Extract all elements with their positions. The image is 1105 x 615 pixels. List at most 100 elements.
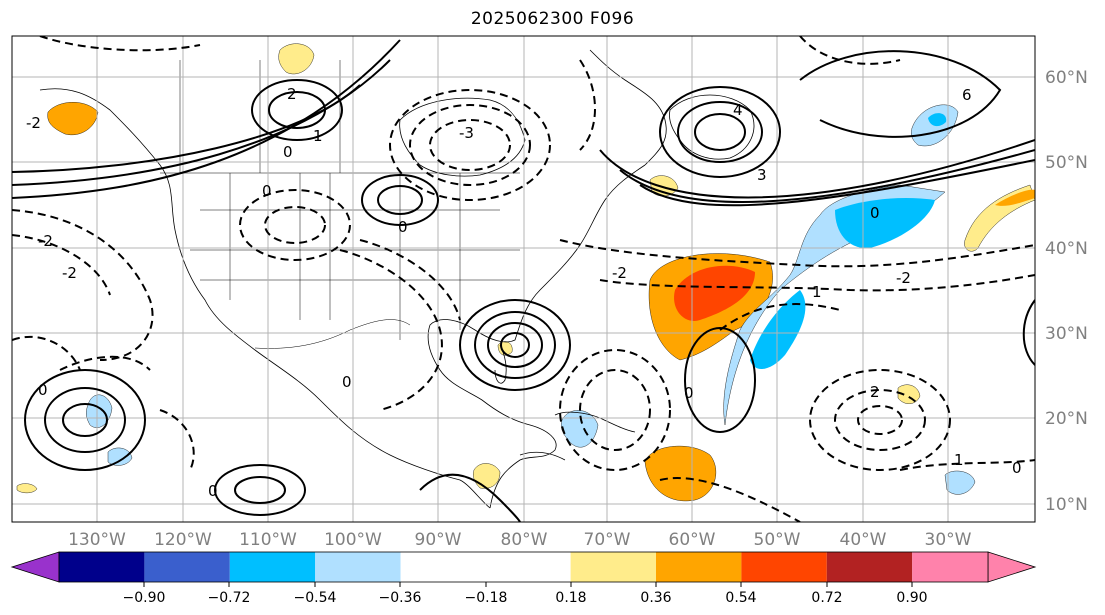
negative-contours <box>12 36 1035 522</box>
contour-hurricane-3 <box>487 322 543 368</box>
contour-caribbean-south <box>659 477 801 522</box>
lon-label-40w: 40°W <box>840 530 887 550</box>
contour-label-1-east: 1 <box>954 451 964 469</box>
hudson-bay-coastline <box>399 97 526 177</box>
lat-label-60n: 60°N <box>1045 68 1088 88</box>
contour-label-1-northwest: 1 <box>313 127 323 145</box>
contour-hudson-low-3 <box>429 119 511 171</box>
colorbar-bin-10 <box>912 552 988 582</box>
colorbar-ticks <box>143 582 913 587</box>
lat-label-30n: 30°N <box>1045 324 1088 344</box>
lon-label-30w: 30°W <box>925 530 972 550</box>
lat-label-40n: 40°N <box>1045 239 1088 259</box>
contour-east-edge <box>1022 299 1035 366</box>
contour-label-neg2-west: -2 <box>38 232 53 250</box>
contour-atlantic-trough-1 <box>559 239 1035 268</box>
florida-coastline <box>494 344 507 384</box>
colorbar-bin-5 <box>400 552 571 582</box>
contour-label-0-midwest: 0 <box>398 218 408 236</box>
colorbar-label-neg036: −0.36 <box>379 590 422 606</box>
positive-contours <box>12 39 1035 522</box>
contour-atlantic-low-3 <box>857 405 903 435</box>
contour-label-0-pacific-west: 0 <box>38 381 48 399</box>
contour-ridge-2 <box>268 91 326 129</box>
contour-pacific-south-2 <box>234 476 286 504</box>
lat-label-50n: 50°N <box>1045 153 1088 173</box>
contour-hurricane-1 <box>459 299 571 391</box>
contour-ridge-1 <box>251 79 343 141</box>
warm-anomaly-alaska <box>47 102 99 136</box>
colorbar-bin-3 <box>229 552 316 582</box>
contour-label-neg2-alaska: -2 <box>26 114 41 132</box>
contour-dashed-west-2 <box>12 234 111 296</box>
contour-pacific-dashed-3 <box>159 409 195 471</box>
colorbar-bin-4 <box>315 552 401 582</box>
map-frame <box>11 35 1036 523</box>
contour-label-neg2-mid: -2 <box>612 264 627 282</box>
lat-label-10n: 10°N <box>1045 495 1088 515</box>
contour-plains-trough-2 <box>359 239 461 321</box>
contour-label-0-atlantic: 0 <box>870 204 880 222</box>
colorbar-bin-9 <box>826 552 913 582</box>
colorbar-label-neg018: −0.18 <box>465 590 508 606</box>
contour-hudson-low-1 <box>389 89 551 201</box>
political-borders <box>160 60 520 349</box>
warm-anomaly-gulf-mexico <box>473 463 501 489</box>
pacific-coastline <box>39 88 491 509</box>
cool-anomaly-pacific <box>86 394 113 428</box>
lon-label-130w: 130°W <box>68 530 126 550</box>
contour-caribbean-low-2 <box>579 369 651 451</box>
contour-midwest-1 <box>361 174 439 226</box>
warm-anomaly-caribbean <box>644 445 717 502</box>
contour-atlantic-low-1 <box>809 369 951 471</box>
gridlines <box>12 36 1035 522</box>
lon-label-60w: 60°W <box>669 530 716 550</box>
contour-labrador-2 <box>677 101 763 163</box>
contour-solid-3 <box>12 39 401 199</box>
contour-hurricane-4 <box>500 332 530 358</box>
contour-label-2-atlantic: 2 <box>870 383 880 401</box>
warm-anomaly-yukon <box>278 43 315 75</box>
contour-mid-atlantic-dashed <box>719 303 841 331</box>
contour-plains-trough <box>339 249 443 411</box>
colorbar-bin-2 <box>144 552 230 582</box>
colorbar-label-090: 0.90 <box>896 590 927 606</box>
colorbar-label-018: 0.18 <box>555 590 586 606</box>
contour-rockies-low-1 <box>239 189 351 261</box>
contour-label-0-atlantic-high: 0 <box>684 384 694 402</box>
contour-greenland <box>799 50 1002 138</box>
lon-label-110w: 110°W <box>239 530 297 550</box>
colorbar-label-054: 0.54 <box>725 590 756 606</box>
colorbar-label-neg054: −0.54 <box>294 590 337 606</box>
lon-label-50w: 50°W <box>754 530 801 550</box>
contour-top-dashed-2 <box>799 36 901 65</box>
contour-label-neg2-west-2: -2 <box>62 264 77 282</box>
colorbar-bin-1 <box>59 552 145 582</box>
colorbar-label-neg090: −0.90 <box>123 590 166 606</box>
lon-label-90w: 90°W <box>415 530 462 550</box>
contour-midwest-2 <box>377 185 423 215</box>
longitude-labels: 130°W 120°W 110°W 100°W 90°W 80°W 70°W 6… <box>68 530 972 550</box>
colorbar-label-036: 0.36 <box>640 590 671 606</box>
contour-pacific-dashed-2 <box>12 335 81 371</box>
cool-anomaly-east-atlantic <box>944 470 976 495</box>
colorbar-extend-min <box>10 551 60 583</box>
colorbar: −0.90 −0.72 −0.54 −0.36 −0.18 0.18 0.36 … <box>10 551 1037 606</box>
contour-labrador-1 <box>659 86 781 178</box>
newfoundland-labrador-coastline <box>669 94 755 160</box>
contour-atlantic-trough-2 <box>599 274 1035 292</box>
contour-atlantic-low-2 <box>834 389 926 451</box>
contour-labels: -2 0 1 2 -3 4 3 6 0 -2 1 2 1 0 0 0 0 -2 … <box>26 85 1022 500</box>
cool-anomaly-north-atlantic-core <box>835 198 935 249</box>
contour-pacific-3 <box>62 403 108 437</box>
latitude-labels: 60°N 50°N 40°N 30°N 20°N 10°N <box>1045 68 1088 515</box>
contour-label-4-labrador: 4 <box>733 101 743 119</box>
lon-label-70w: 70°W <box>584 530 631 550</box>
map-title: 2025062300 F096 <box>470 9 635 29</box>
contour-east-south <box>899 459 1035 471</box>
lat-label-20n: 20°N <box>1045 409 1088 429</box>
colorbar-bin-7 <box>656 552 742 582</box>
lon-label-120w: 120°W <box>154 530 212 550</box>
state-borders-horizontal <box>190 209 520 281</box>
cool-anomaly-greenland-core <box>928 113 947 127</box>
